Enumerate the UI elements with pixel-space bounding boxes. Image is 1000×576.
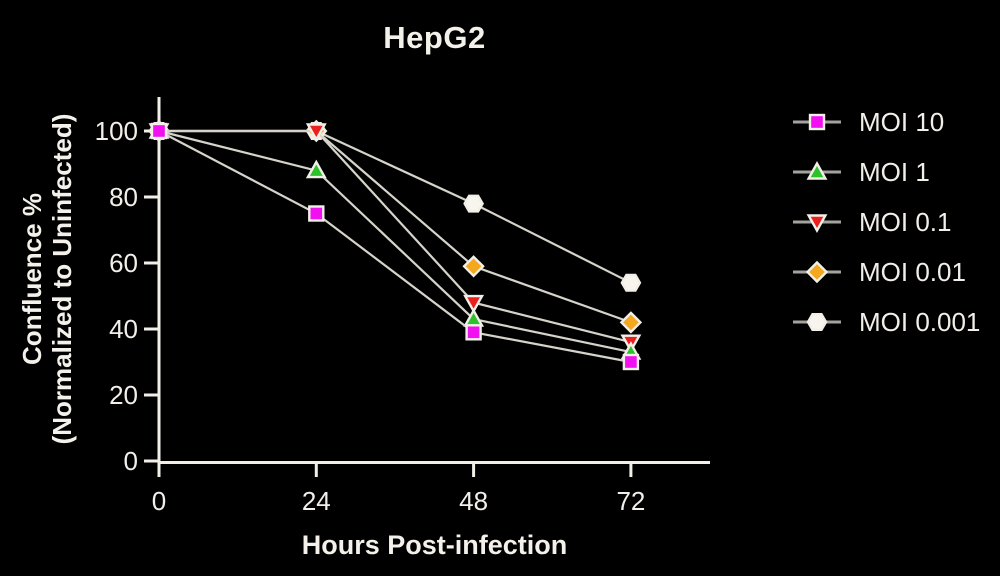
legend-item-moi-10: MOI 10	[791, 97, 991, 147]
legend-label-moi-10: MOI 10	[859, 106, 945, 137]
data-point-moi-10-72h	[622, 353, 640, 371]
legend-marker-moi-1	[793, 161, 841, 180]
legend-marker-glyph-moi-10	[808, 113, 826, 131]
legend-label-moi-0-001: MOI 0.001	[859, 306, 981, 337]
x-tick-label: 0	[152, 486, 166, 516]
y-tick-label: 0	[124, 446, 138, 476]
legend-label-moi-1: MOI 1	[859, 156, 930, 187]
series-moi-1	[148, 120, 642, 360]
series-line-moi-1	[158, 129, 632, 354]
legend-marker-glyph-moi-0-01	[805, 260, 829, 284]
legend-label-moi-0-1: MOI 0.1	[859, 206, 952, 237]
legend-marker-glyph-moi-1	[806, 161, 828, 180]
data-point-moi-0-01-48h	[462, 255, 485, 278]
series-moi-10	[150, 122, 640, 371]
legend-marker-glyph-moi-0-1	[806, 214, 828, 233]
x-tick-label: 48	[459, 486, 488, 516]
chart-title: HepG2	[383, 20, 486, 55]
x-tick-label: 72	[616, 486, 645, 516]
legend-label-moi-0-01: MOI 0.01	[859, 256, 966, 287]
legend-item-moi-0-01: MOI 0.01	[791, 247, 991, 297]
x-axis-label: Hours Post-infection	[301, 530, 568, 560]
data-point-moi-0-001-72h	[620, 273, 642, 292]
series-line-moi-0-1	[159, 129, 632, 344]
data-point-moi-10-48h	[465, 324, 482, 341]
legend-marker-moi-0-001	[793, 312, 841, 331]
series-moi-0-01	[147, 119, 643, 334]
data-point-moi-0-01-72h	[619, 311, 643, 334]
data-point-moi-0-001-48h	[463, 194, 484, 213]
y-tick-label: 80	[109, 182, 138, 212]
legend-marker-moi-0-01	[793, 260, 841, 284]
y-tick-label: 60	[109, 248, 138, 278]
series-line-moi-0-001	[159, 129, 632, 284]
legend: MOI 10 MOI 1 MOI 0.1 MOI 0.01 MOI 0.001	[791, 97, 991, 347]
data-point-moi-10-24h	[308, 205, 325, 222]
legend-item-moi-0-1: MOI 0.1	[791, 197, 991, 247]
y-tick-label: 100	[95, 116, 138, 146]
legend-marker-glyph-moi-0-001	[806, 312, 828, 331]
legend-item-moi-1: MOI 1	[791, 147, 991, 197]
y-tick-label: 20	[109, 380, 138, 410]
series-line-moi-0-01	[159, 129, 632, 324]
data-point-moi-0-1-24h	[305, 123, 327, 142]
series-line-moi-10	[158, 130, 632, 364]
y-tick-label: 40	[109, 314, 138, 344]
data-point-moi-0-1-48h	[463, 294, 485, 314]
legend-marker-moi-0-1	[793, 214, 841, 233]
data-point-moi-1-24h	[305, 159, 327, 179]
legend-marker-moi-10	[793, 113, 841, 131]
legend-item-moi-0-001: MOI 0.001	[791, 297, 991, 347]
series-moi-0-1	[148, 123, 642, 354]
x-tick-label: 24	[302, 486, 331, 516]
data-point-moi-10-0h	[150, 122, 168, 140]
